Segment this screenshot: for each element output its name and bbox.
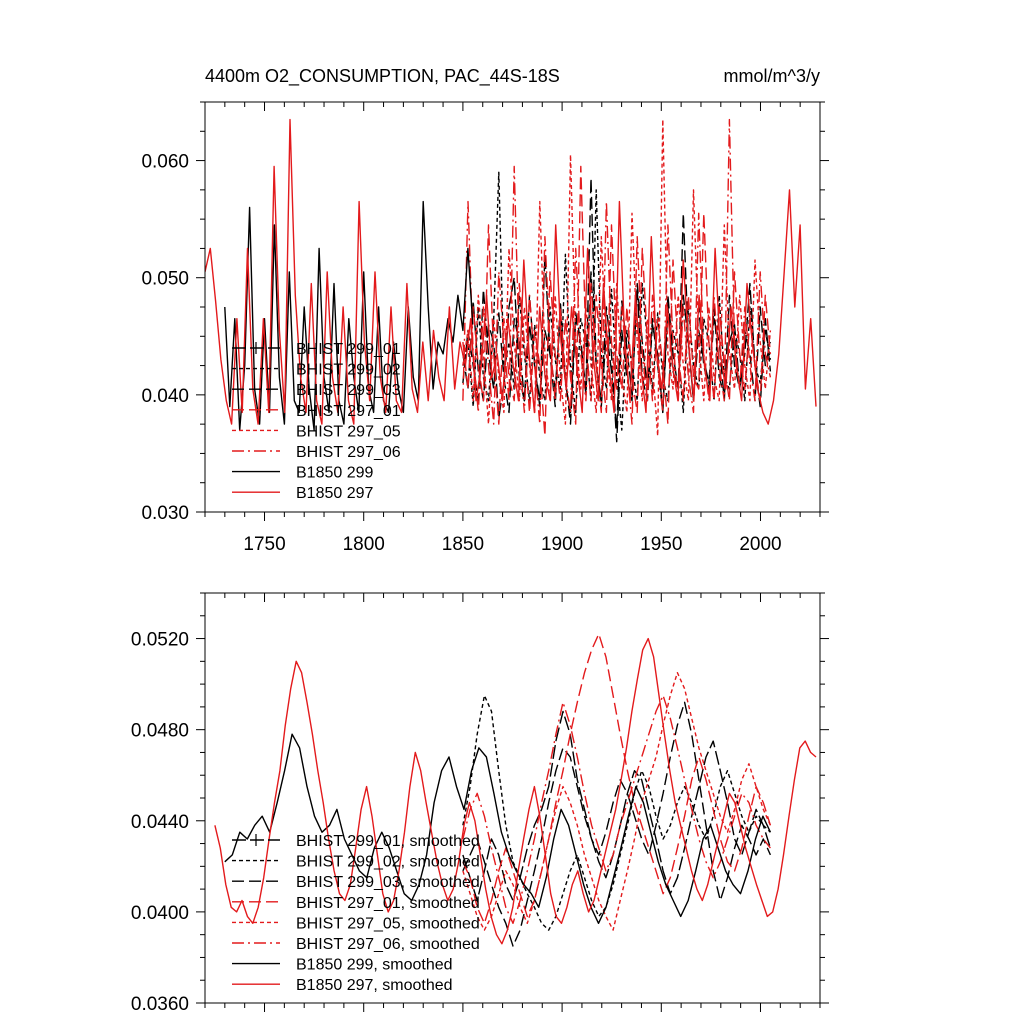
legend-label: B1850 297, smoothed (296, 977, 453, 994)
y-tick-label: 0.040 (141, 386, 189, 407)
series-line-0-5 (462, 118, 772, 425)
top-panel: 4400m O2_CONSUMPTION, PAC_44S-18S mmol/m… (141, 66, 829, 555)
series-line-1-7 (214, 637, 817, 945)
y-tick-label: 0.0520 (131, 630, 189, 651)
top-chart-title: 4400m O2_CONSUMPTION, PAC_44S-18S (205, 66, 560, 87)
y-tick-label: 0.050 (141, 269, 189, 290)
x-tick-label: 1800 (343, 534, 385, 555)
legend-label: BHIST 299_02, smoothed (296, 854, 480, 871)
y-tick-label: 0.030 (141, 503, 189, 524)
series-line-1-4 (462, 672, 772, 931)
bottom-panel: 0.0360 0.0400 0.0440 0.0480 0.0520 BHIST 299… (131, 592, 829, 1015)
series-line-1-5 (462, 694, 771, 924)
legend-label: BHIST 297_05, smoothed (296, 915, 480, 932)
series-line-1-2 (462, 701, 772, 947)
x-tick-label: 1750 (243, 534, 285, 555)
x-tick-label: 1900 (541, 534, 583, 555)
y-tick-label: 0.0400 (131, 903, 189, 924)
legend-label: BHIST 299_01 (296, 341, 401, 358)
legend-label: BHIST 297_01 (296, 403, 401, 420)
x-tick-label: 1850 (442, 534, 484, 555)
series-line-0-3 (462, 165, 772, 437)
series-line-0-2 (462, 177, 772, 443)
legend-label: BHIST 299_03 (296, 382, 401, 399)
y-tick-label: 0.0480 (131, 721, 189, 742)
x-tick-label: 1950 (640, 534, 682, 555)
y-tick-label: 0.060 (141, 152, 189, 173)
series-line-1-6 (224, 733, 772, 924)
legend-label: BHIST 299_02 (296, 362, 401, 379)
legend-label: BHIST 297_01, smoothed (296, 895, 480, 912)
legend-label: BHIST 297_06, smoothed (296, 936, 480, 953)
legend-label: B1850 297 (296, 485, 374, 502)
legend-label: BHIST 299_01, smoothed (296, 833, 480, 850)
x-tick-label: 2000 (739, 534, 781, 555)
y-tick-label: 0.0440 (131, 812, 189, 833)
series-line-1-1 (462, 694, 771, 931)
legend-label: B1850 299, smoothed (296, 957, 453, 974)
y-tick-label: 0.0360 (131, 994, 189, 1015)
series-line-0-7 (205, 118, 817, 425)
legend-label: BHIST 297_05 (296, 423, 401, 440)
legend-label: BHIST 297_06 (296, 444, 401, 461)
legend-label: BHIST 299_03, smoothed (296, 874, 480, 891)
legend-label: B1850 299 (296, 465, 374, 482)
top-chart-units: mmol/m^3/y (724, 66, 820, 86)
series-line-0-1 (462, 171, 772, 431)
